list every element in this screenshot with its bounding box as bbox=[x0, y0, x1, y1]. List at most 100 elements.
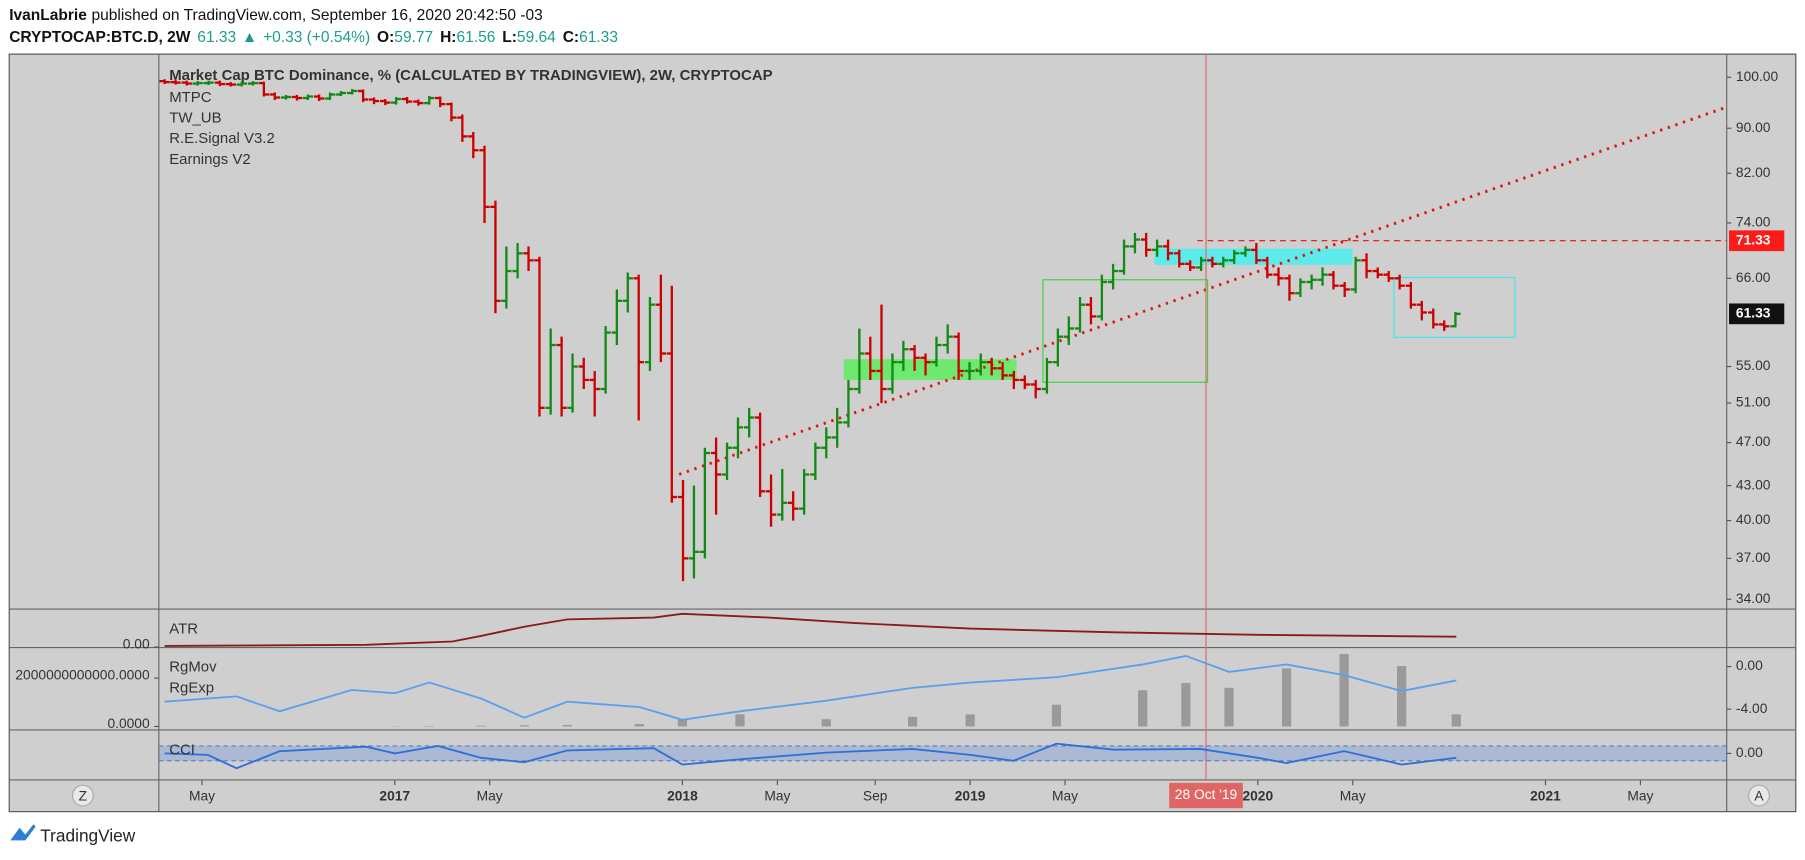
histogram-bar bbox=[1281, 668, 1292, 727]
x-tick-label: May bbox=[1052, 787, 1078, 803]
y-tick-label: 90.00 bbox=[1736, 119, 1771, 135]
x-tick-label: May bbox=[477, 787, 503, 803]
y-tick-label: 43.00 bbox=[1736, 476, 1771, 492]
change: +0.33 (+0.54%) bbox=[263, 29, 370, 46]
y-tick-label: 37.00 bbox=[1736, 549, 1771, 565]
histogram-bar bbox=[1339, 653, 1349, 727]
symbol: CRYPTOCAP:BTC.D, 2W bbox=[9, 29, 191, 46]
zone-outline bbox=[1393, 276, 1516, 338]
y-tick-label: 40.00 bbox=[1736, 511, 1771, 527]
x-tick-label: May bbox=[1340, 787, 1366, 803]
indicator-line bbox=[164, 742, 1457, 770]
y-tick-label: 47.00 bbox=[1736, 433, 1771, 449]
legend: Market Cap BTC Dominance, % (CALCULATED … bbox=[169, 67, 772, 168]
toolbar-right[interactable]: A bbox=[1748, 784, 1770, 807]
histogram-bar bbox=[1181, 682, 1191, 727]
histogram-bar bbox=[476, 725, 486, 727]
y-tick-label: 34.00 bbox=[1736, 590, 1771, 606]
x-tick-label: 2017 bbox=[379, 787, 410, 803]
indicator-name: Earnings V2 bbox=[169, 151, 250, 168]
button-label[interactable]: Z bbox=[79, 787, 87, 803]
y-tick-label: 0.00 bbox=[123, 635, 150, 651]
ohlc-label: C: bbox=[563, 29, 579, 46]
histogram-bar bbox=[677, 719, 688, 727]
author: IvanLabrie bbox=[9, 7, 87, 24]
histogram-bar bbox=[821, 719, 831, 727]
toolbar-left[interactable]: Z bbox=[71, 784, 94, 807]
x-tick-label: May bbox=[1627, 787, 1653, 803]
byline: IvanLabrie published on TradingView.com, … bbox=[9, 7, 543, 24]
button[interactable] bbox=[71, 784, 94, 807]
x-tick-label: Sep bbox=[863, 787, 888, 803]
histogram-bar bbox=[1451, 714, 1461, 727]
footer: TradingView bbox=[10, 824, 136, 846]
y-tick-label: 55.00 bbox=[1736, 357, 1771, 373]
y2-tick-label: -4.00 bbox=[1736, 700, 1768, 716]
ohlc-value: 59.77 bbox=[394, 29, 433, 46]
zone bbox=[843, 359, 1017, 380]
last-price-bg bbox=[1729, 303, 1785, 325]
histogram-bar bbox=[1138, 690, 1148, 727]
histogram-bar bbox=[562, 725, 572, 727]
ohlc-value: 61.33 bbox=[579, 29, 618, 46]
ohlc-value: 59.64 bbox=[517, 29, 556, 46]
histogram-bar bbox=[1397, 666, 1407, 727]
brand: TradingView bbox=[40, 826, 135, 846]
band bbox=[158, 745, 1727, 761]
crosshair-label-bg bbox=[1169, 782, 1243, 809]
ohlc-label: O: bbox=[377, 29, 394, 46]
y-tick-label: 74.00 bbox=[1736, 214, 1771, 230]
legend-entry: ATR bbox=[169, 621, 198, 638]
published: published on TradingView.com, September … bbox=[91, 7, 542, 24]
y2-tick-label: 0.00 bbox=[1736, 744, 1763, 760]
indicator-line bbox=[164, 612, 1457, 647]
histogram-bar bbox=[1224, 687, 1234, 727]
zone-outline bbox=[1042, 279, 1209, 383]
y2-tick-label: 0.00 bbox=[1736, 657, 1763, 673]
x-tick-label: 2020 bbox=[1242, 787, 1273, 803]
chart-frame bbox=[8, 53, 1797, 813]
x-tick-label: 2021 bbox=[1530, 787, 1561, 803]
legend-entry: CCI bbox=[169, 742, 195, 759]
histogram-bar bbox=[1051, 704, 1062, 727]
indicator-line bbox=[164, 654, 1457, 721]
y-tick-label: 82.00 bbox=[1736, 164, 1771, 180]
direction: ▲ bbox=[242, 29, 257, 46]
indicator-name: TW_UB bbox=[169, 110, 221, 127]
histogram-bar bbox=[519, 725, 529, 727]
y-tick-label: 66.00 bbox=[1736, 269, 1771, 285]
last-price-label: 61.33 bbox=[1736, 304, 1771, 320]
indicator-name: MTPC bbox=[169, 89, 212, 106]
button[interactable] bbox=[1748, 784, 1770, 807]
button-label[interactable]: A bbox=[1754, 787, 1764, 803]
x-tick-label: May bbox=[189, 787, 215, 803]
ohlc-label: H: bbox=[440, 29, 456, 46]
histogram-bar bbox=[634, 724, 644, 727]
y-tick-label: 2000000000000.0000 bbox=[15, 666, 150, 682]
x-tick-label: May bbox=[764, 787, 790, 803]
crosshair-label: 28 Oct '19 bbox=[1175, 786, 1238, 802]
last: 61.33 bbox=[197, 29, 236, 46]
x-tick-label: 2018 bbox=[667, 787, 698, 803]
x-tick-label: 2019 bbox=[955, 787, 986, 803]
price-line-label-bg bbox=[1729, 230, 1785, 252]
logo bbox=[10, 824, 36, 841]
legend-entry: RgMov bbox=[169, 659, 217, 676]
indicator-name: R.E.Signal V3.2 bbox=[169, 130, 275, 147]
panel-separators bbox=[9, 54, 1796, 812]
histogram-bar bbox=[907, 716, 918, 727]
histogram-bar bbox=[965, 714, 975, 727]
y-tick-label: 0.0000 bbox=[107, 715, 150, 731]
ohlc-value: 61.56 bbox=[456, 29, 495, 46]
ohlc-label: L: bbox=[502, 29, 517, 46]
chart-title: Market Cap BTC Dominance, % (CALCULATED … bbox=[169, 67, 772, 84]
y-tick-label: 51.00 bbox=[1736, 394, 1771, 410]
y-tick-label: 100.00 bbox=[1736, 68, 1779, 84]
quote-line: CRYPTOCAP:BTC.D, 2W 61.33 ▲ +0.33 (+0.54%) O… bbox=[9, 29, 618, 46]
histogram-bar bbox=[735, 714, 745, 727]
price-line-label: 71.33 bbox=[1736, 231, 1771, 247]
legend-entry: RgExp bbox=[169, 679, 214, 696]
zone bbox=[1154, 248, 1353, 265]
